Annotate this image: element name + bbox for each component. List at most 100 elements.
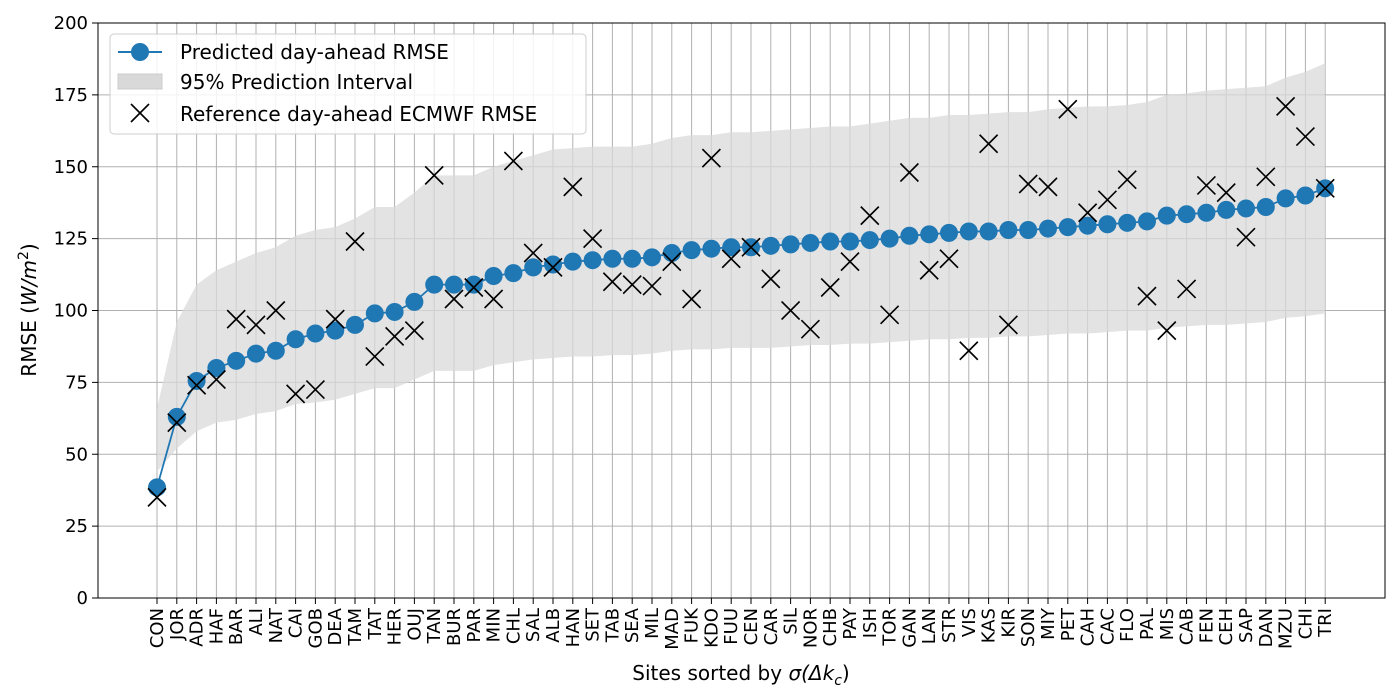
x-tick-label: PET: [1058, 607, 1079, 641]
x-tick-label: CON: [147, 608, 168, 648]
x-tick-label: CAC: [1097, 608, 1118, 645]
legend-label-predicted: Predicted day-ahead RMSE: [180, 40, 449, 64]
x-tick-label: CAH: [1078, 608, 1099, 646]
reference-point: [682, 289, 702, 309]
reference-point: [919, 260, 939, 280]
legend-x-swatch: [130, 103, 150, 123]
x-tick-label: NAT: [266, 607, 287, 643]
predicted-point: [286, 330, 305, 349]
legend-label-reference: Reference day-ahead ECMWF RMSE: [180, 102, 537, 126]
reference-point: [226, 309, 246, 329]
reference-point: [959, 341, 979, 361]
x-tick-label: LAN: [919, 608, 940, 644]
predicted-point: [761, 236, 780, 255]
predicted-point: [405, 292, 424, 311]
x-tick-label: CHL: [503, 608, 524, 644]
reference-point: [345, 231, 365, 252]
x-tick-label: FLO: [1117, 608, 1138, 642]
x-tick-label: GOB: [305, 608, 326, 648]
x-tick-label: HAN: [563, 608, 584, 647]
predicted-point: [1138, 212, 1156, 231]
predicted-point: [464, 275, 483, 294]
predicted-point: [207, 359, 226, 377]
x-tick-label: CAI: [286, 608, 307, 638]
predicted-point: [1217, 200, 1236, 219]
x-tick-label: CHI: [1295, 608, 1316, 639]
x-tick-label: MIL: [642, 608, 663, 639]
y-tick-label: 50: [65, 444, 88, 465]
reference-point: [800, 319, 820, 339]
predicted-point: [1237, 199, 1255, 218]
reference-point: [484, 289, 504, 309]
reference-point: [860, 206, 880, 226]
reference-point: [1018, 174, 1038, 194]
predicted-point: [1118, 213, 1137, 232]
reference-point: [1315, 178, 1335, 198]
reference-point: [1097, 190, 1117, 210]
x-tick-label: CAB: [1177, 608, 1198, 645]
predicted-point: [425, 275, 444, 294]
x-tick-label: MAD: [662, 608, 683, 650]
reference-point: [1236, 227, 1256, 247]
predicted-point: [643, 248, 661, 267]
x-tick-label: STR: [939, 608, 960, 643]
x-tick-label: FUK: [682, 607, 703, 644]
reference-point: [464, 277, 484, 298]
reference-point: [365, 346, 385, 367]
reference-point: [266, 300, 286, 321]
predicted-point: [999, 221, 1018, 239]
predicted-point: [167, 407, 186, 426]
predicted-point: [1019, 221, 1038, 239]
x-tick-label: TRI: [1315, 608, 1336, 638]
x-tick-label: CEH: [1216, 608, 1237, 645]
predicted-point: [1276, 189, 1295, 208]
x-tick-label: HAF: [206, 608, 227, 644]
x-tick-label: CHB: [820, 608, 841, 646]
reference-point: [206, 369, 226, 390]
predicted-point: [880, 229, 899, 248]
x-tick-label: BUR: [444, 608, 465, 646]
predicted-point: [662, 244, 681, 262]
x-axis-label: Sites sorted by σ(Δkc): [632, 661, 849, 689]
predicted-point: [1039, 219, 1057, 238]
reference-point: [503, 151, 523, 171]
x-tick-label: ALB: [543, 608, 564, 643]
x-tick-label: TOR: [880, 608, 901, 647]
reference-point: [167, 413, 187, 433]
legend-label-interval: 95% Prediction Interval: [180, 70, 413, 94]
predicted-point: [385, 302, 404, 321]
x-axis-ticks: CONJORADRHAFBARALINATCAIGOBDEATAMTATHERO…: [147, 598, 1336, 650]
reference-point: [880, 305, 900, 325]
y-tick-label: 200: [54, 13, 88, 34]
x-tick-label: TAB: [602, 608, 623, 643]
reference-point: [781, 300, 801, 321]
reference-point: [642, 276, 662, 296]
predicted-point: [841, 232, 859, 251]
predicted-point: [1177, 205, 1196, 224]
x-tick-label: TAM: [345, 608, 366, 646]
reference-point: [899, 162, 919, 183]
predicted-point: [1256, 198, 1275, 216]
predicted-point: [821, 232, 840, 251]
predicted-point: [979, 222, 998, 241]
predicted-point: [484, 267, 503, 285]
predicted-point: [860, 231, 879, 250]
reference-point: [1256, 167, 1276, 187]
reference-point: [840, 252, 860, 272]
x-tick-label: NOR: [800, 608, 821, 648]
predicted-point: [247, 344, 265, 363]
predicted-point: [920, 225, 939, 244]
predicted-point: [623, 249, 642, 268]
y-tick-label: 150: [54, 157, 88, 178]
predicted-point: [306, 324, 325, 343]
reference-point: [1216, 183, 1236, 203]
y-axis-ticks: 0 25 50 75 100 125 150 175 200: [54, 13, 98, 609]
predicted-point: [563, 252, 582, 271]
y-tick-label: 0: [77, 588, 88, 609]
reference-rmse-series: [147, 96, 1335, 507]
x-tick-label: FUU: [721, 608, 742, 645]
reference-point: [523, 243, 543, 263]
x-tick-label: FEN: [1196, 608, 1217, 643]
predicted-point: [445, 275, 463, 294]
predicted-point: [1157, 206, 1176, 225]
